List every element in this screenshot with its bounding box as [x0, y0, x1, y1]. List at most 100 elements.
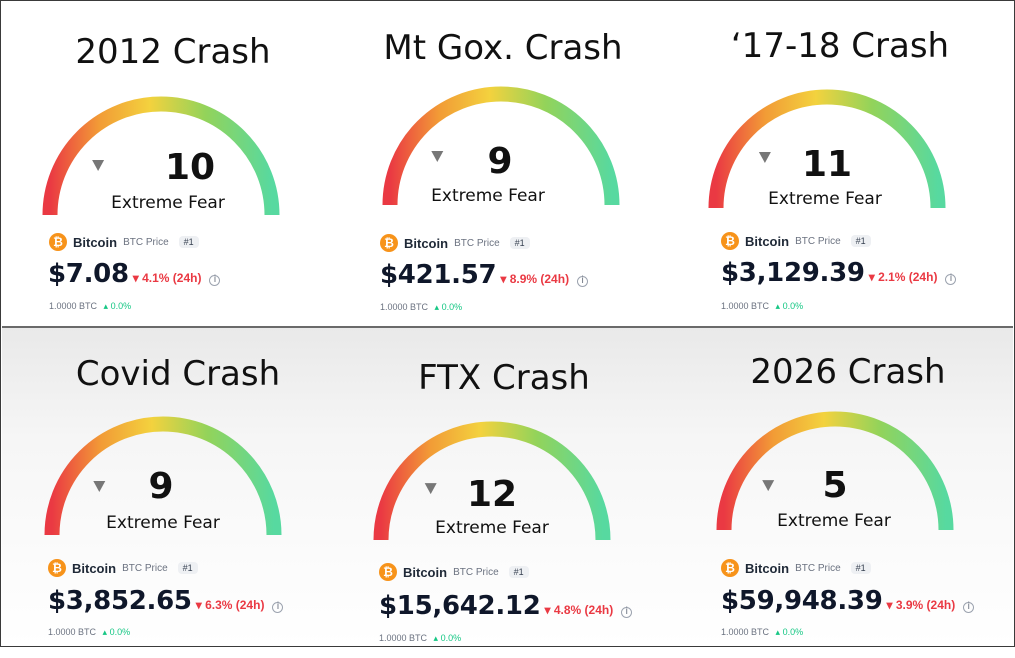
fear-index-value: 9	[487, 141, 513, 182]
conversion-row: 1.0000 BTC ▴ 0.0%	[380, 302, 462, 313]
price-change: ▾ 6.3% (24h)	[195, 598, 265, 612]
info-icon[interactable]: i	[621, 606, 633, 618]
fear-greed-gauge	[42, 96, 280, 216]
fear-index-value: 5	[822, 465, 848, 506]
bottom-row	[2, 328, 1013, 646]
crash-card: 2026 Crash 5 Extreme Fear ₿ Bitcoin BTC …	[683, 338, 1013, 648]
rank-badge: #1	[178, 236, 199, 248]
unit-amount: 1.0000 BTC	[48, 627, 97, 637]
asset-subtitle: BTC Price	[123, 236, 169, 248]
btc-price: $421.57	[380, 260, 497, 290]
fear-index-value: 12	[466, 474, 518, 515]
sentiment-label: Extreme Fear	[768, 189, 882, 209]
rank-badge: #1	[509, 237, 530, 249]
crash-title: Covid Crash	[75, 354, 281, 394]
down-arrow-icon: ▾	[500, 272, 507, 286]
bitcoin-icon: ₿	[48, 559, 66, 577]
gauge-pointer-icon	[762, 480, 775, 492]
gauge-arc	[382, 86, 620, 206]
price-row: $421.57 ▾ 8.9% (24h) i	[380, 260, 589, 290]
crash-card: Mt Gox. Crash 9 Extreme Fear ₿ Bitcoin B…	[338, 10, 668, 320]
price-change: ▾ 2.1% (24h)	[868, 270, 938, 284]
asset-header: ₿ Bitcoin BTC Price #1	[379, 563, 529, 581]
asset-header: ₿ Bitcoin BTC Price #1	[48, 559, 198, 577]
price-row: $3,852.65 ▾ 6.3% (24h) i	[48, 586, 284, 616]
gauge-pointer-icon	[431, 151, 444, 162]
info-icon[interactable]: i	[577, 275, 589, 287]
fear-index-value: 9	[148, 466, 174, 507]
asset-name[interactable]: Bitcoin	[745, 233, 790, 249]
rank-badge: #1	[177, 562, 198, 574]
asset-header: ₿ Bitcoin BTC Price #1	[49, 233, 199, 251]
asset-header: ₿ Bitcoin BTC Price #1	[721, 232, 871, 250]
up-arrow-icon: ▴	[433, 633, 439, 643]
conversion-row: 1.0000 BTC ▴ 0.0%	[379, 633, 461, 644]
down-arrow-icon: ▾	[886, 598, 893, 612]
info-icon[interactable]: i	[209, 274, 221, 286]
asset-header: ₿ Bitcoin BTC Price #1	[721, 559, 871, 577]
gauge-arc	[373, 421, 611, 541]
sentiment-label: Extreme Fear	[435, 518, 549, 538]
fear-index-value: 10	[164, 147, 216, 188]
sentiment-label: Extreme Fear	[777, 511, 891, 531]
fear-greed-gauge	[708, 89, 946, 209]
price-change: ▾ 3.9% (24h)	[886, 598, 956, 612]
up-arrow-icon: ▴	[103, 301, 109, 311]
gauge-arc	[42, 96, 280, 216]
bitcoin-icon: ₿	[721, 232, 739, 250]
rank-badge: #1	[850, 562, 871, 574]
gauge-pointer-icon	[424, 483, 437, 495]
gauge-arc	[708, 89, 946, 209]
crash-card: FTX Crash 12 Extreme Fear ₿ Bitcoin BTC …	[339, 338, 669, 648]
asset-name[interactable]: Bitcoin	[403, 564, 448, 580]
conversion-row: 1.0000 BTC ▴ 0.0%	[48, 627, 130, 638]
down-arrow-icon: ▾	[195, 598, 202, 612]
unit-amount: 1.0000 BTC	[721, 627, 770, 637]
unit-amount: 1.0000 BTC	[49, 301, 98, 311]
asset-subtitle: BTC Price	[795, 235, 841, 247]
crash-title: 2012 Crash	[75, 32, 271, 72]
gauge-pointer-icon	[93, 481, 106, 492]
info-icon[interactable]: i	[963, 601, 975, 613]
up-arrow-icon: ▴	[434, 302, 440, 312]
asset-subtitle: BTC Price	[454, 237, 500, 249]
sentiment-label: Extreme Fear	[106, 513, 220, 533]
price-row: $59,948.39 ▾ 3.9% (24h) i	[721, 586, 975, 616]
asset-name[interactable]: Bitcoin	[73, 234, 118, 250]
bitcoin-icon: ₿	[49, 233, 67, 251]
row-divider	[2, 326, 1013, 328]
asset-name[interactable]: Bitcoin	[745, 560, 790, 576]
gauge-pointer-icon	[758, 152, 771, 163]
price-change: ▾ 8.9% (24h)	[500, 272, 570, 286]
sentiment-label: Extreme Fear	[111, 193, 225, 213]
down-arrow-icon: ▾	[868, 270, 875, 284]
sentiment-label: Extreme Fear	[431, 186, 545, 206]
down-arrow-icon: ▾	[544, 603, 551, 617]
price-row: $7.08 ▾ 4.1% (24h) i	[48, 259, 221, 289]
asset-name[interactable]: Bitcoin	[72, 560, 117, 576]
price-change: ▾ 4.8% (24h)	[544, 603, 614, 617]
conversion-row: 1.0000 BTC ▴ 0.0%	[49, 301, 131, 312]
up-arrow-icon: ▴	[775, 301, 781, 311]
price-row: $15,642.12 ▾ 4.8% (24h) i	[379, 591, 633, 621]
info-icon[interactable]: i	[945, 273, 957, 285]
bitcoin-icon: ₿	[721, 559, 739, 577]
rank-badge: #1	[508, 566, 529, 578]
unit-amount: 1.0000 BTC	[721, 301, 770, 311]
asset-subtitle: BTC Price	[453, 566, 499, 578]
asset-name[interactable]: Bitcoin	[404, 235, 449, 251]
down-arrow-icon: ▾	[132, 271, 139, 285]
unit-change: ▴ 0.0%	[102, 627, 131, 637]
unit-amount: 1.0000 BTC	[380, 302, 429, 312]
bitcoin-icon: ₿	[380, 234, 398, 252]
price-change: ▾ 4.1% (24h)	[132, 271, 202, 285]
asset-subtitle: BTC Price	[122, 562, 168, 574]
unit-change: ▴ 0.0%	[434, 302, 463, 312]
conversion-row: 1.0000 BTC ▴ 0.0%	[721, 627, 803, 638]
crash-title: FTX Crash	[418, 358, 590, 398]
info-icon[interactable]: i	[272, 601, 284, 613]
top-row	[2, 2, 1013, 326]
crash-card: Covid Crash 9 Extreme Fear ₿ Bitcoin BTC…	[13, 338, 343, 648]
fear-index-value: 11	[801, 144, 853, 185]
asset-header: ₿ Bitcoin BTC Price #1	[380, 234, 530, 252]
